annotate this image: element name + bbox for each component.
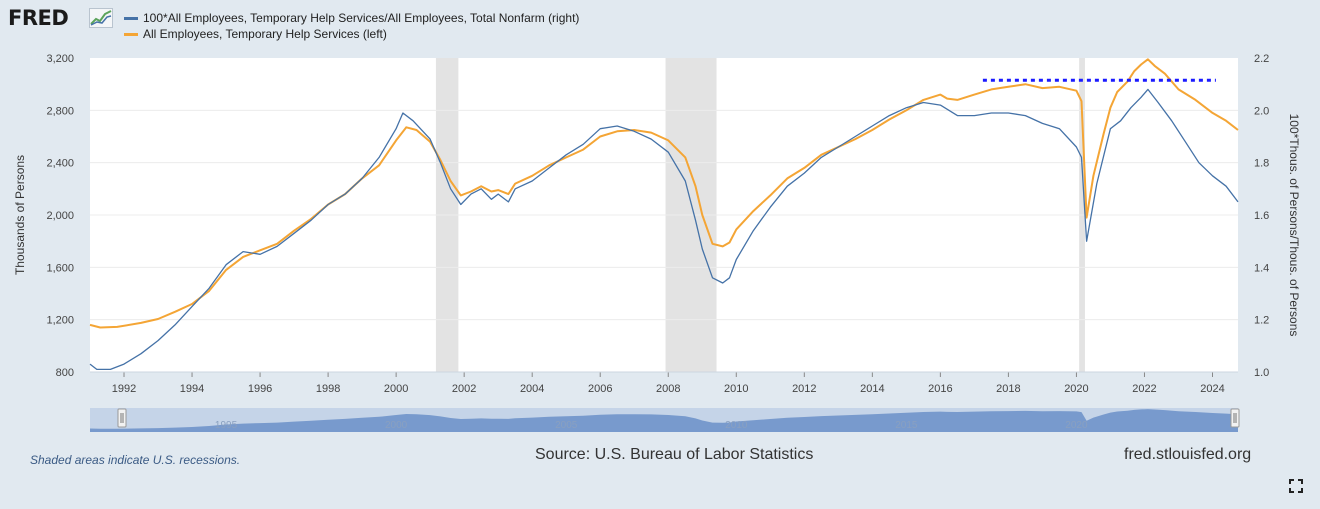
y-right-tick-label: 1.4 (1254, 262, 1269, 274)
navigator-tick-label: 2020 (1065, 420, 1088, 431)
x-tick-label: 1994 (180, 383, 204, 395)
line-chart: 800 1,200 1,600 2,000 2,400 2,800 3,200 1.0 1.2 1… (13, 53, 1301, 432)
y-right-tick-label: 1.6 (1254, 210, 1269, 222)
navigator-tick-label: 1995 (215, 420, 238, 431)
x-tick-label: 2014 (860, 383, 884, 395)
x-tick-label: 2002 (452, 383, 476, 395)
navigator-tick-label: 2010 (725, 420, 748, 431)
y-right-axis-label: 100*Thous. of Persons/Thous. of Persons (1287, 114, 1301, 337)
x-tick-label: 2006 (588, 383, 612, 395)
fred-logo[interactable]: FRED (8, 6, 69, 30)
legend-item-temp-help[interactable]: All Employees, Temporary Help Services (… (124, 26, 579, 42)
y-left-tick-label: 1,200 (46, 315, 74, 327)
navigator-series (90, 409, 1238, 432)
legend-swatch-ratio (124, 16, 138, 20)
y-left-tick-label: 800 (56, 367, 74, 379)
y-left-tick-label: 3,200 (46, 53, 74, 65)
x-tick-label: 1996 (248, 383, 272, 395)
line-chart-icon (89, 8, 113, 28)
navigator-handle-left[interactable] (117, 408, 127, 428)
x-tick-label: 1998 (316, 383, 340, 395)
navigator-tick-label: 2015 (895, 420, 918, 431)
x-tick-label: 2000 (384, 383, 408, 395)
x-tick-label: 2010 (724, 383, 748, 395)
x-tick-label: 2022 (1132, 383, 1156, 395)
chart-legend: 100*All Employees, Temporary Help Servic… (124, 10, 579, 42)
recession-note: Shaded areas indicate U.S. recessions. (30, 453, 241, 467)
y-right-tick-label: 1.0 (1254, 367, 1269, 379)
legend-swatch-temp-help (124, 32, 138, 36)
x-tick-label: 2016 (928, 383, 952, 395)
legend-label-ratio: 100*All Employees, Temporary Help Servic… (143, 11, 580, 25)
series-line-ratio (89, 88, 1239, 371)
x-tick-label: 2018 (996, 383, 1020, 395)
y-left-axis-label: Thousands of Persons (13, 155, 27, 275)
legend-label-temp-help: All Employees, Temporary Help Services (… (143, 27, 387, 41)
x-tick-label: 2012 (792, 383, 816, 395)
y-right-tick-label: 1.2 (1254, 315, 1269, 327)
y-right-tick-label: 2.0 (1254, 105, 1269, 117)
y-right-tick-label: 2.2 (1254, 53, 1269, 65)
x-tick-label: 2008 (656, 383, 680, 395)
navigator-tick-label: 2005 (555, 420, 578, 431)
x-tick-label: 2024 (1200, 383, 1224, 395)
fred-url-link[interactable]: fred.stlouisfed.org (1124, 446, 1252, 463)
y-left-tick-label: 2,000 (46, 210, 74, 222)
legend-item-ratio[interactable]: 100*All Employees, Temporary Help Servic… (124, 10, 579, 26)
y-right-tick-label: 1.8 (1254, 158, 1269, 170)
source-text: Source: U.S. Bureau of Labor Statistics (535, 446, 814, 463)
y-left-tick-label: 2,800 (46, 105, 74, 117)
x-tick-label: 2020 (1064, 383, 1088, 395)
navigator-handle-right[interactable] (1230, 408, 1240, 428)
y-left-tick-label: 1,600 (46, 262, 74, 274)
fullscreen-icon[interactable] (1288, 478, 1304, 494)
x-tick-label: 2004 (520, 383, 544, 395)
x-tick-label: 1992 (112, 383, 136, 395)
navigator-tick-label: 2000 (385, 420, 408, 431)
y-left-tick-label: 2,400 (46, 158, 74, 170)
